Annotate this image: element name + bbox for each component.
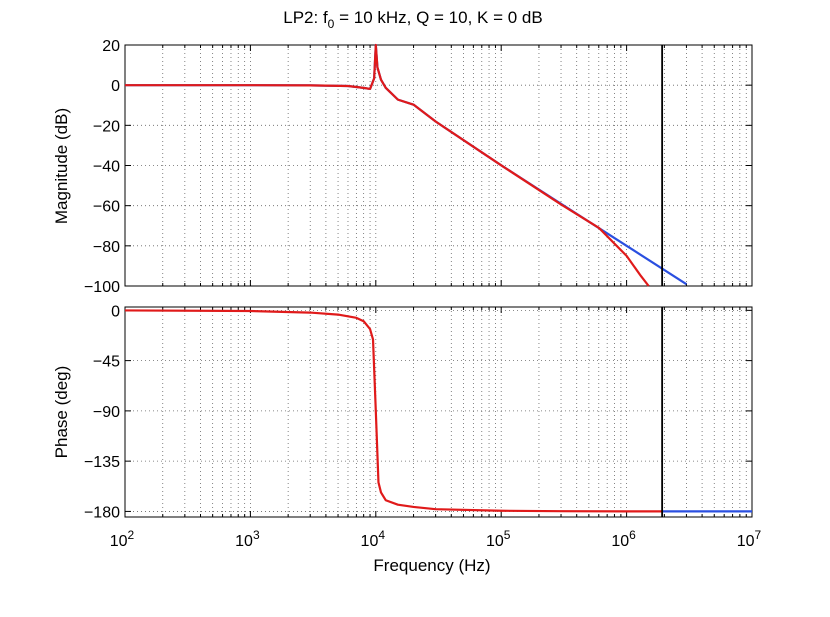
phase-axes-frame bbox=[124, 306, 753, 518]
frequency-tick-label: 102 bbox=[110, 528, 135, 550]
frequency-tick-label: 107 bbox=[737, 528, 762, 550]
phase-y-tick-label: −45 bbox=[93, 354, 120, 371]
phase-y-tick-label: −135 bbox=[84, 454, 120, 471]
magnitude-grid bbox=[125, 44, 752, 287]
phase-series bbox=[124, 307, 752, 517]
magnitude-ylabel: Magnitude (dB) bbox=[52, 108, 71, 224]
frequency-tick-label: 103 bbox=[235, 528, 260, 550]
phase-grid bbox=[125, 307, 752, 517]
phase-ylabel: Phase (deg) bbox=[52, 366, 71, 459]
magnitude-axes-frame bbox=[124, 44, 753, 287]
mag-y-tick-label: −20 bbox=[93, 118, 120, 135]
frequency-tick-label: 105 bbox=[486, 528, 511, 550]
mag-series-discrete bbox=[124, 43, 650, 287]
mag-y-tick-label: −60 bbox=[93, 199, 120, 216]
frequency-tick-labels: 102 103 104 105 106 107 bbox=[110, 528, 762, 550]
phase-y-tick-label: 0 bbox=[111, 303, 120, 320]
mag-y-tick-label: 0 bbox=[111, 78, 120, 95]
magnitude-tick-labels: 20 0 −20 −40 −60 −80 −100 bbox=[84, 38, 120, 296]
phase-y-tick-label: −90 bbox=[93, 404, 120, 421]
phase-series-discrete bbox=[124, 309, 663, 513]
mag-y-tick-label: 20 bbox=[102, 38, 120, 55]
frequency-xlabel: Frequency (Hz) bbox=[373, 556, 490, 575]
mag-y-tick-label: −80 bbox=[93, 239, 120, 256]
mag-series-continuous bbox=[124, 43, 688, 286]
phase-y-tick-label: −180 bbox=[84, 504, 120, 521]
frequency-tick-label: 106 bbox=[611, 528, 636, 550]
chart-title: LP2: f0 = 10 kHz, Q = 10, K = 0 dB bbox=[283, 8, 542, 31]
frequency-tick-label: 104 bbox=[361, 528, 386, 550]
mag-y-tick-label: −100 bbox=[84, 279, 120, 296]
mag-y-tick-label: −40 bbox=[93, 159, 120, 176]
magnitude-series bbox=[124, 43, 688, 287]
phase-tick-labels: 0 −45 −90 −135 −180 bbox=[84, 303, 120, 521]
